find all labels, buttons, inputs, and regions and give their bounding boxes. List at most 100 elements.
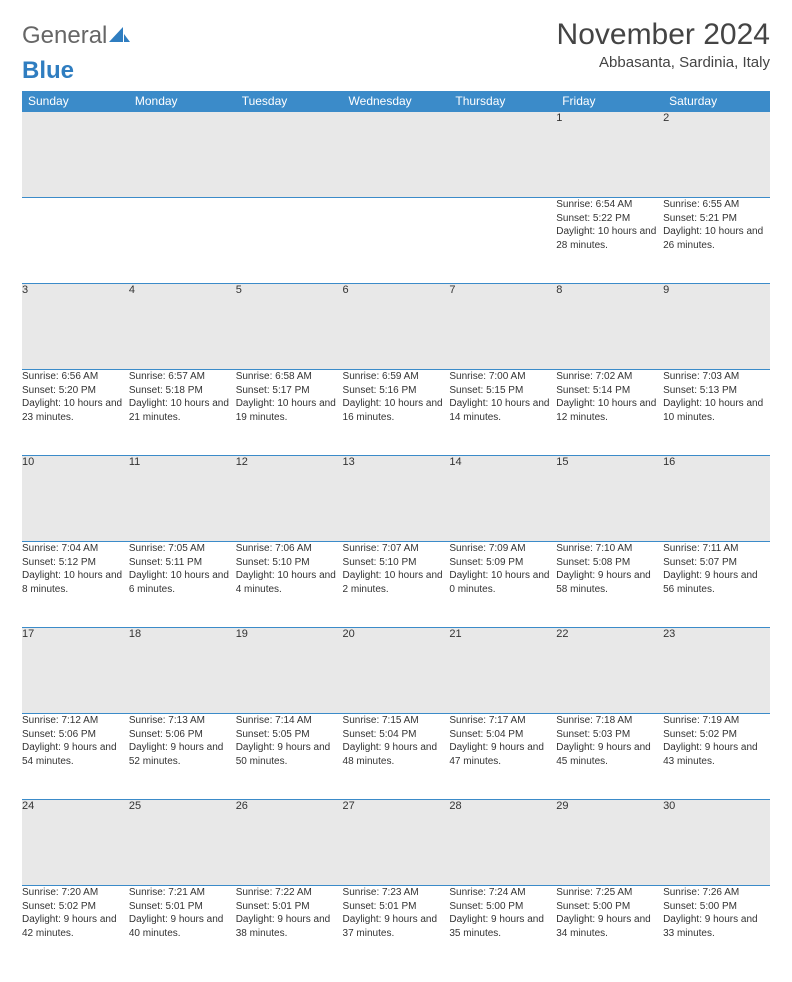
sunset-line: Sunset: 5:05 PM <box>236 728 343 742</box>
location: Abbasanta, Sardinia, Italy <box>557 54 770 71</box>
day-number-cell <box>129 112 236 198</box>
daylight-line: Daylight: 9 hours and 56 minutes. <box>663 569 770 596</box>
day-content-row: Sunrise: 6:54 AMSunset: 5:22 PMDaylight:… <box>22 198 770 284</box>
day-content-cell: Sunrise: 7:03 AMSunset: 5:13 PMDaylight:… <box>663 370 770 456</box>
day-content-cell <box>22 198 129 284</box>
day-content-cell: Sunrise: 7:13 AMSunset: 5:06 PMDaylight:… <box>129 714 236 800</box>
day-content-cell: Sunrise: 7:25 AMSunset: 5:00 PMDaylight:… <box>556 886 663 972</box>
day-content-cell: Sunrise: 7:20 AMSunset: 5:02 PMDaylight:… <box>22 886 129 972</box>
sunset-line: Sunset: 5:22 PM <box>556 212 663 226</box>
day-content-cell: Sunrise: 7:26 AMSunset: 5:00 PMDaylight:… <box>663 886 770 972</box>
day-content-cell: Sunrise: 7:21 AMSunset: 5:01 PMDaylight:… <box>129 886 236 972</box>
sunrise-line: Sunrise: 6:55 AM <box>663 198 770 212</box>
daylight-line: Daylight: 10 hours and 12 minutes. <box>556 397 663 424</box>
sunset-line: Sunset: 5:07 PM <box>663 556 770 570</box>
day-number-cell: 3 <box>22 284 129 370</box>
sunrise-line: Sunrise: 7:12 AM <box>22 714 129 728</box>
sunrise-line: Sunrise: 7:25 AM <box>556 886 663 900</box>
day-content-row: Sunrise: 7:20 AMSunset: 5:02 PMDaylight:… <box>22 886 770 972</box>
daylight-line: Daylight: 10 hours and 10 minutes. <box>663 397 770 424</box>
day-number-cell: 13 <box>343 456 450 542</box>
day-content-cell: Sunrise: 7:05 AMSunset: 5:11 PMDaylight:… <box>129 542 236 628</box>
sunset-line: Sunset: 5:16 PM <box>343 384 450 398</box>
sunrise-line: Sunrise: 7:15 AM <box>343 714 450 728</box>
sunset-line: Sunset: 5:21 PM <box>663 212 770 226</box>
sunset-line: Sunset: 5:10 PM <box>343 556 450 570</box>
sunset-line: Sunset: 5:02 PM <box>22 900 129 914</box>
daylight-line: Daylight: 9 hours and 35 minutes. <box>449 913 556 940</box>
day-content-cell: Sunrise: 6:59 AMSunset: 5:16 PMDaylight:… <box>343 370 450 456</box>
sunrise-line: Sunrise: 7:10 AM <box>556 542 663 556</box>
sunrise-line: Sunrise: 7:21 AM <box>129 886 236 900</box>
logo-text-2: Blue <box>22 57 74 85</box>
day-content-cell: Sunrise: 7:09 AMSunset: 5:09 PMDaylight:… <box>449 542 556 628</box>
day-content-cell: Sunrise: 7:23 AMSunset: 5:01 PMDaylight:… <box>343 886 450 972</box>
day-number-row: 17181920212223 <box>22 628 770 714</box>
sunset-line: Sunset: 5:20 PM <box>22 384 129 398</box>
daylight-line: Daylight: 10 hours and 21 minutes. <box>129 397 236 424</box>
day-number-cell: 24 <box>22 800 129 886</box>
day-number-cell: 30 <box>663 800 770 886</box>
sunset-line: Sunset: 5:06 PM <box>22 728 129 742</box>
day-number-row: 3456789 <box>22 284 770 370</box>
day-number-row: 10111213141516 <box>22 456 770 542</box>
daylight-line: Daylight: 10 hours and 19 minutes. <box>236 397 343 424</box>
day-number-cell: 7 <box>449 284 556 370</box>
day-number-cell: 18 <box>129 628 236 714</box>
calendar-body: 12Sunrise: 6:54 AMSunset: 5:22 PMDayligh… <box>22 112 770 972</box>
sunrise-line: Sunrise: 7:00 AM <box>449 370 556 384</box>
day-number-cell: 26 <box>236 800 343 886</box>
day-number-cell: 23 <box>663 628 770 714</box>
day-number-cell: 29 <box>556 800 663 886</box>
daylight-line: Daylight: 10 hours and 8 minutes. <box>22 569 129 596</box>
day-number-cell: 28 <box>449 800 556 886</box>
day-number-cell: 4 <box>129 284 236 370</box>
sunrise-line: Sunrise: 7:09 AM <box>449 542 556 556</box>
sunrise-line: Sunrise: 7:26 AM <box>663 886 770 900</box>
day-content-cell: Sunrise: 7:10 AMSunset: 5:08 PMDaylight:… <box>556 542 663 628</box>
sunrise-line: Sunrise: 7:02 AM <box>556 370 663 384</box>
sunset-line: Sunset: 5:00 PM <box>556 900 663 914</box>
sunrise-line: Sunrise: 7:06 AM <box>236 542 343 556</box>
sunrise-line: Sunrise: 7:07 AM <box>343 542 450 556</box>
day-content-cell: Sunrise: 7:14 AMSunset: 5:05 PMDaylight:… <box>236 714 343 800</box>
day-content-cell <box>129 198 236 284</box>
sunset-line: Sunset: 5:06 PM <box>129 728 236 742</box>
daylight-line: Daylight: 9 hours and 34 minutes. <box>556 913 663 940</box>
daylight-line: Daylight: 10 hours and 16 minutes. <box>343 397 450 424</box>
sunset-line: Sunset: 5:00 PM <box>449 900 556 914</box>
day-number-cell: 21 <box>449 628 556 714</box>
sunrise-line: Sunrise: 7:05 AM <box>129 542 236 556</box>
day-number-cell: 1 <box>556 112 663 198</box>
day-number-cell: 11 <box>129 456 236 542</box>
day-content-cell: Sunrise: 7:11 AMSunset: 5:07 PMDaylight:… <box>663 542 770 628</box>
day-content-cell: Sunrise: 7:19 AMSunset: 5:02 PMDaylight:… <box>663 714 770 800</box>
daylight-line: Daylight: 9 hours and 45 minutes. <box>556 741 663 768</box>
day-content-cell: Sunrise: 7:24 AMSunset: 5:00 PMDaylight:… <box>449 886 556 972</box>
day-content-cell <box>343 198 450 284</box>
daylight-line: Daylight: 10 hours and 4 minutes. <box>236 569 343 596</box>
sunrise-line: Sunrise: 7:11 AM <box>663 542 770 556</box>
daylight-line: Daylight: 10 hours and 26 minutes. <box>663 225 770 252</box>
daylight-line: Daylight: 10 hours and 23 minutes. <box>22 397 129 424</box>
day-content-row: Sunrise: 7:04 AMSunset: 5:12 PMDaylight:… <box>22 542 770 628</box>
day-number-cell <box>449 112 556 198</box>
daylight-line: Daylight: 9 hours and 48 minutes. <box>343 741 450 768</box>
logo-text-1: General <box>22 22 107 50</box>
daylight-line: Daylight: 9 hours and 40 minutes. <box>129 913 236 940</box>
day-number-cell: 25 <box>129 800 236 886</box>
daylight-line: Daylight: 9 hours and 58 minutes. <box>556 569 663 596</box>
sunset-line: Sunset: 5:08 PM <box>556 556 663 570</box>
day-content-cell: Sunrise: 7:07 AMSunset: 5:10 PMDaylight:… <box>343 542 450 628</box>
sunset-line: Sunset: 5:11 PM <box>129 556 236 570</box>
sunrise-line: Sunrise: 6:56 AM <box>22 370 129 384</box>
day-content-cell: Sunrise: 7:17 AMSunset: 5:04 PMDaylight:… <box>449 714 556 800</box>
day-number-cell: 14 <box>449 456 556 542</box>
weekday-header-row: Sunday Monday Tuesday Wednesday Thursday… <box>22 91 770 112</box>
day-content-cell: Sunrise: 6:54 AMSunset: 5:22 PMDaylight:… <box>556 198 663 284</box>
sunset-line: Sunset: 5:04 PM <box>343 728 450 742</box>
sunset-line: Sunset: 5:10 PM <box>236 556 343 570</box>
day-number-cell: 9 <box>663 284 770 370</box>
sunset-line: Sunset: 5:09 PM <box>449 556 556 570</box>
daylight-line: Daylight: 9 hours and 37 minutes. <box>343 913 450 940</box>
